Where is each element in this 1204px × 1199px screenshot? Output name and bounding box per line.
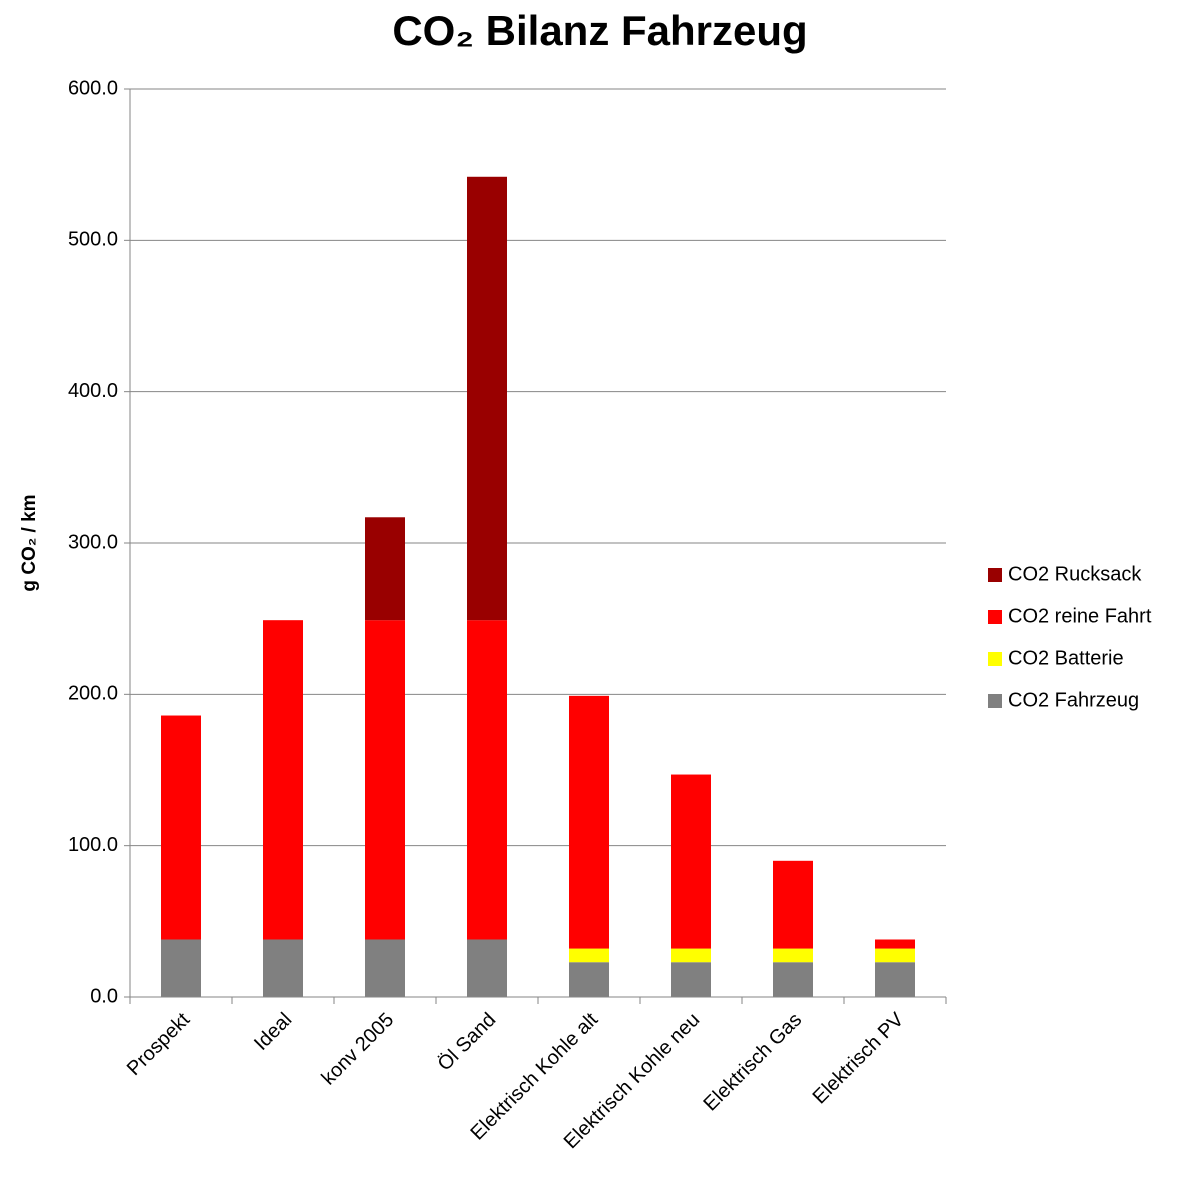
legend-swatch [988,568,1002,582]
bar-segment [467,939,507,997]
bar-segment [569,962,609,997]
y-tick-label: 200.0 [68,683,118,705]
x-tick-label: Elektrisch PV [809,1008,909,1108]
y-tick-label: 500.0 [68,229,118,251]
x-tick-label: konv 2005 [317,1009,398,1090]
bar-segment [773,860,813,949]
bar-segment [263,939,303,997]
bar-segment [773,948,813,963]
bar-segment [161,715,201,940]
bar-segment [671,774,711,949]
legend-swatch [988,610,1002,624]
bar-segment [569,948,609,963]
bar-segment [263,620,303,940]
y-tick-label: 0.0 [90,985,118,1007]
legend-label: CO2 Rucksack [1008,563,1142,585]
y-tick-label: 100.0 [68,834,118,856]
bar-segment [875,962,915,997]
bar-segment [161,939,201,997]
x-tick-label: Öl Sand [434,1009,501,1076]
x-tick-label: Ideal [250,1009,296,1055]
bar-segment [365,517,405,621]
legend-swatch [988,652,1002,666]
y-tick-label: 600.0 [68,77,118,99]
bar-segment [569,695,609,949]
y-tick-label: 400.0 [68,380,118,402]
legend-swatch [988,694,1002,708]
bar-segment [365,939,405,997]
x-tick-label: Prospekt [123,1008,195,1080]
bar-segment [467,176,507,621]
y-tick-label: 300.0 [68,531,118,553]
bar-segment [671,962,711,997]
legend-label: CO2 Batterie [1008,647,1124,669]
bar-segment [875,948,915,963]
legend-label: CO2 reine Fahrt [1008,605,1152,627]
bar-segment [467,620,507,940]
y-axis-label: g CO₂ / km [19,494,40,591]
bar-segment [365,620,405,940]
bar-segment [875,939,915,949]
x-tick-label: Elektrisch Gas [700,1009,807,1116]
bar-segment [773,962,813,997]
chart-title: CO₂ Bilanz Fahrzeug [392,7,807,54]
legend-label: CO2 Fahrzeug [1008,689,1139,711]
bar-segment [671,948,711,963]
